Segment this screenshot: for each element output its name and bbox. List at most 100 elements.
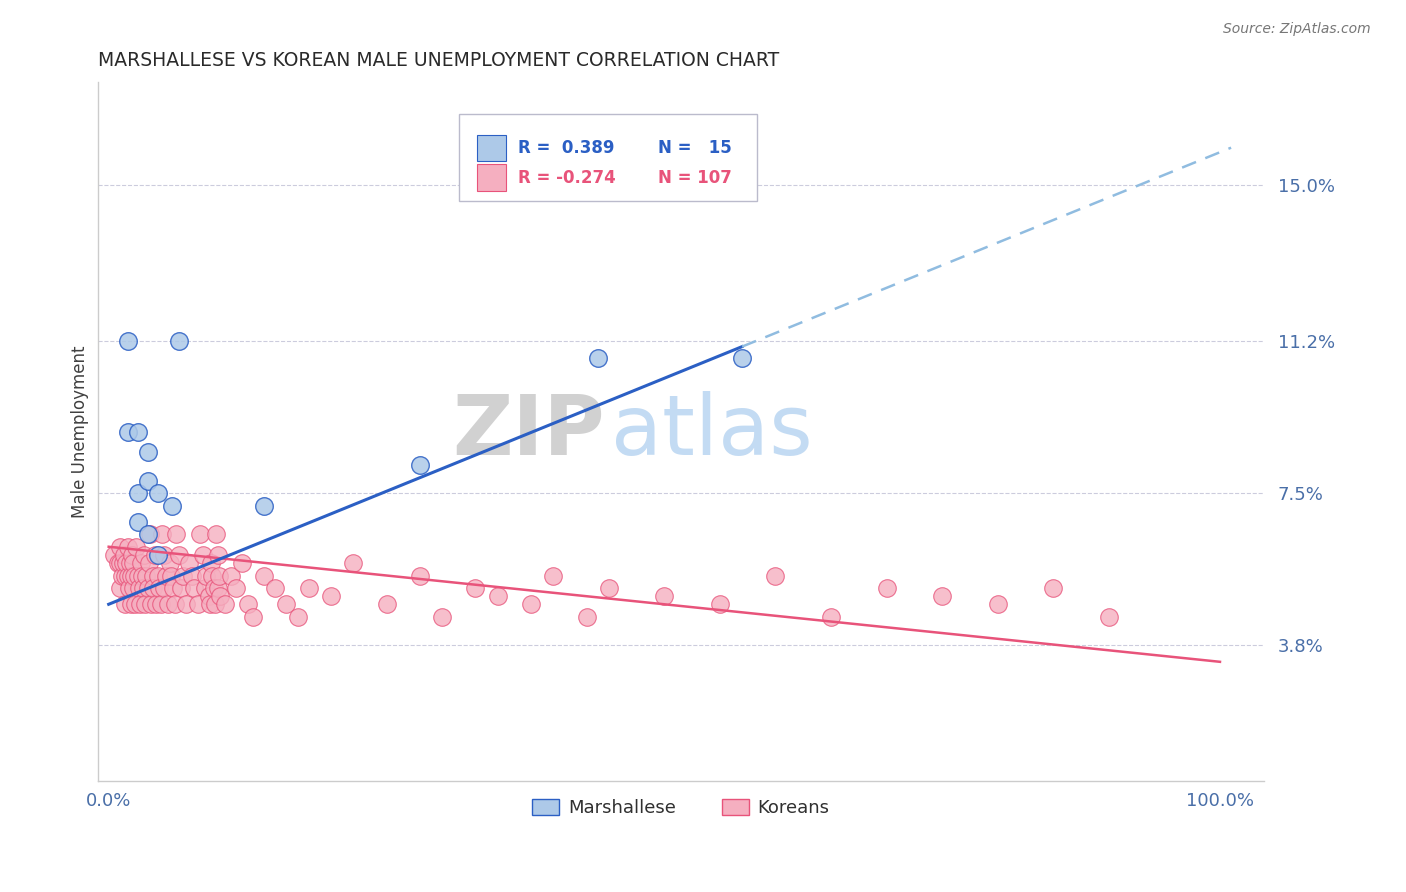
Point <box>598 581 620 595</box>
Point <box>142 581 165 595</box>
Point <box>319 589 342 603</box>
Point <box>131 568 153 582</box>
Point <box>146 568 169 582</box>
FancyBboxPatch shape <box>477 135 506 161</box>
Point <box>153 581 176 595</box>
Point <box>155 568 177 582</box>
Point <box>122 581 145 595</box>
Point <box>586 351 609 365</box>
Point <box>242 609 264 624</box>
Point <box>121 548 143 562</box>
Point <box>120 568 142 582</box>
Point <box>159 556 181 570</box>
Point <box>132 581 155 595</box>
Point <box>430 609 453 624</box>
Point <box>153 548 176 562</box>
Legend: Marshallese, Koreans: Marshallese, Koreans <box>526 792 837 824</box>
Point <box>129 556 152 570</box>
Point <box>198 597 221 611</box>
Point <box>108 581 131 595</box>
Point <box>127 425 149 439</box>
Point <box>127 486 149 500</box>
Point <box>160 568 183 582</box>
Point <box>114 597 136 611</box>
Point <box>142 568 165 582</box>
Point <box>146 486 169 500</box>
Point <box>236 597 259 611</box>
Point <box>188 527 211 541</box>
Point <box>135 568 157 582</box>
Point <box>117 568 139 582</box>
Point <box>124 597 146 611</box>
Point <box>204 597 226 611</box>
Point <box>149 597 172 611</box>
Point <box>298 581 321 595</box>
Point <box>225 581 247 595</box>
Point <box>709 597 731 611</box>
Point <box>464 581 486 595</box>
Point <box>117 425 139 439</box>
Point <box>202 581 225 595</box>
Point <box>876 581 898 595</box>
Text: MARSHALLESE VS KOREAN MALE UNEMPLOYMENT CORRELATION CHART: MARSHALLESE VS KOREAN MALE UNEMPLOYMENT … <box>97 51 779 70</box>
Point <box>136 445 159 459</box>
Point <box>112 556 135 570</box>
Point <box>520 597 543 611</box>
Point <box>409 568 432 582</box>
Point <box>167 334 190 349</box>
Point <box>177 556 200 570</box>
Point <box>197 589 219 603</box>
Text: N = 107: N = 107 <box>658 169 731 186</box>
Point <box>276 597 298 611</box>
Point <box>128 581 150 595</box>
Point <box>181 568 204 582</box>
Point <box>654 589 676 603</box>
Point <box>136 474 159 488</box>
Point <box>205 527 228 541</box>
Point <box>139 527 162 541</box>
Point <box>575 609 598 624</box>
Point <box>150 527 173 541</box>
Point <box>118 581 141 595</box>
Point <box>183 581 205 595</box>
Point <box>127 568 149 582</box>
Point <box>231 556 253 570</box>
Text: Source: ZipAtlas.com: Source: ZipAtlas.com <box>1223 22 1371 37</box>
Text: N =   15: N = 15 <box>658 139 731 157</box>
Point <box>176 597 198 611</box>
Point <box>207 548 229 562</box>
Text: atlas: atlas <box>612 392 813 472</box>
Point <box>146 548 169 562</box>
Point <box>342 556 364 570</box>
Text: R = -0.274: R = -0.274 <box>517 169 616 186</box>
Point <box>138 556 160 570</box>
Point <box>253 499 276 513</box>
Point <box>112 548 135 562</box>
Point <box>194 581 217 595</box>
Point <box>156 597 179 611</box>
Text: ZIP: ZIP <box>453 392 605 472</box>
Point <box>1098 609 1121 624</box>
FancyBboxPatch shape <box>460 114 756 201</box>
Point <box>208 589 231 603</box>
Point <box>187 597 209 611</box>
Point <box>127 515 149 529</box>
Point <box>765 568 787 582</box>
Point <box>136 581 159 595</box>
Point <box>160 499 183 513</box>
Point <box>145 597 167 611</box>
Point <box>107 556 129 570</box>
Point <box>143 548 166 562</box>
Point <box>208 568 231 582</box>
Point <box>148 581 170 595</box>
Point <box>162 581 184 595</box>
Point <box>195 568 218 582</box>
Point <box>166 527 188 541</box>
Point <box>122 568 145 582</box>
Point <box>122 556 145 570</box>
Point <box>987 597 1010 611</box>
Point <box>287 609 309 624</box>
Point <box>201 568 224 582</box>
Point <box>134 597 156 611</box>
Point <box>541 568 564 582</box>
